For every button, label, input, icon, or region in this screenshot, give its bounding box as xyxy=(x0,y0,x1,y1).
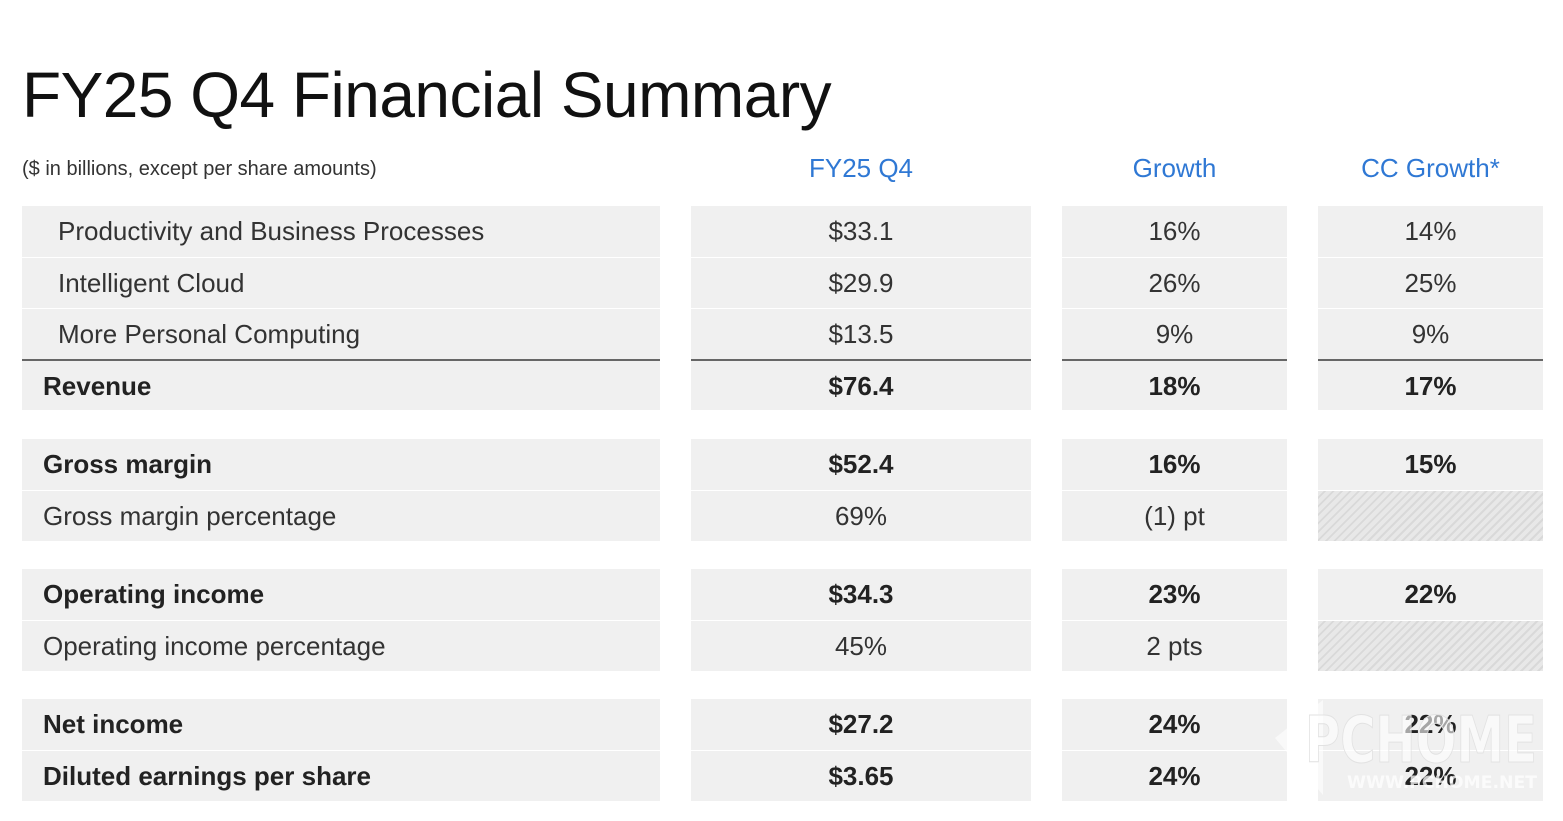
cc-growth-value: 25% xyxy=(1318,257,1543,308)
cc-growth-value: 22% xyxy=(1318,699,1543,750)
growth-value: 9% xyxy=(1062,308,1287,359)
units-note: ($ in billions, except per share amounts… xyxy=(22,158,377,180)
cc-growth-value: 17% xyxy=(1318,359,1543,410)
row-label: Net income xyxy=(22,699,660,750)
fy25-q4-value: $29.9 xyxy=(691,257,1031,308)
growth-value: 24% xyxy=(1062,699,1287,750)
growth-value: 23% xyxy=(1062,569,1287,620)
fy25-q4-value: $27.2 xyxy=(691,699,1031,750)
fy25-q4-value: 45% xyxy=(691,620,1031,671)
growth-value: 16% xyxy=(1062,439,1287,490)
cc-growth-value: 15% xyxy=(1318,439,1543,490)
growth-value: 26% xyxy=(1062,257,1287,308)
growth-value: 2 pts xyxy=(1062,620,1287,671)
column-header-cc-growth: CC Growth* xyxy=(1361,153,1500,183)
growth-value: 24% xyxy=(1062,750,1287,801)
fy25-q4-value: $3.65 xyxy=(691,750,1031,801)
growth-value: 18% xyxy=(1062,359,1287,410)
fy25-q4-value: $76.4 xyxy=(691,359,1031,410)
row-label: Operating income xyxy=(22,569,660,620)
row-label: Gross margin xyxy=(22,439,660,490)
growth-value: 16% xyxy=(1062,206,1287,257)
column-header-fy25-q4: FY25 Q4 xyxy=(808,153,914,183)
fy25-q4-value: $34.3 xyxy=(691,569,1031,620)
fy25-q4-value: $52.4 xyxy=(691,439,1031,490)
row-label: Intelligent Cloud xyxy=(22,257,660,308)
page-title: FY25 Q4 Financial Summary xyxy=(22,58,832,131)
row-label: Diluted earnings per share xyxy=(22,750,660,801)
cc-growth-not-applicable xyxy=(1318,620,1543,671)
fy25-q4-value: $33.1 xyxy=(691,206,1031,257)
row-label: Gross margin percentage xyxy=(22,490,660,541)
cc-growth-not-applicable xyxy=(1318,490,1543,541)
row-label: Productivity and Business Processes xyxy=(22,206,660,257)
cc-growth-value: 14% xyxy=(1318,206,1543,257)
growth-value: (1) pt xyxy=(1062,490,1287,541)
row-label: More Personal Computing xyxy=(22,308,660,359)
column-header-growth: Growth xyxy=(1132,153,1217,183)
row-label: Revenue xyxy=(22,359,660,410)
fy25-q4-value: $13.5 xyxy=(691,308,1031,359)
cc-growth-value: 22% xyxy=(1318,569,1543,620)
cc-growth-value: 22% xyxy=(1318,750,1543,801)
row-label: Operating income percentage xyxy=(22,620,660,671)
fy25-q4-value: 69% xyxy=(691,490,1031,541)
cc-growth-value: 9% xyxy=(1318,308,1543,359)
